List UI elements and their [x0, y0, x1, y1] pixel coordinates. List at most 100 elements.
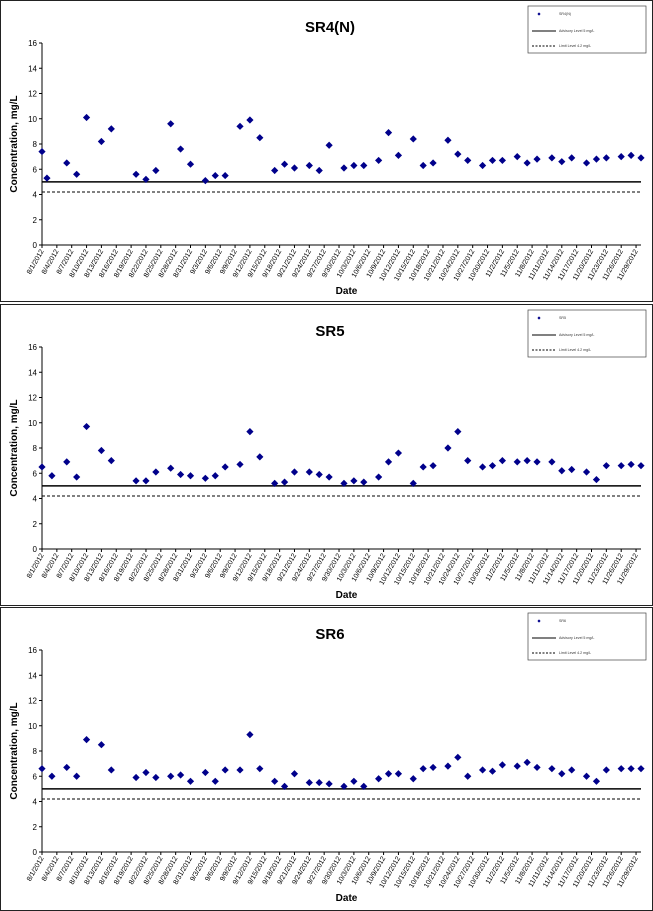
data-point [464, 156, 472, 165]
data-point [236, 122, 244, 130]
data-point [73, 473, 81, 481]
legend-label: Advisory Level 5 mg/L [559, 333, 594, 337]
data-point [429, 159, 437, 167]
data-point [350, 161, 358, 170]
data-point [256, 453, 264, 461]
data-point [592, 475, 601, 484]
data-point [107, 457, 115, 465]
data-point [444, 762, 452, 770]
data-point [271, 777, 279, 785]
data-point [498, 457, 506, 465]
y-tick-label: 4 [33, 191, 38, 200]
data-point [478, 766, 487, 774]
data-point [63, 159, 71, 167]
data-point [350, 477, 358, 485]
data-point [97, 741, 106, 749]
y-tick-label: 16 [28, 343, 37, 352]
data-point [409, 775, 417, 783]
legend-box [527, 309, 647, 358]
data-point [132, 477, 140, 485]
y-tick-label: 6 [33, 772, 38, 781]
data-point [152, 773, 160, 782]
legend: SR6 Advisory Level 5 mg/L Limit Level 4.2 … [527, 612, 647, 661]
data-point [315, 166, 323, 175]
data-point [617, 765, 625, 773]
data-point [375, 156, 383, 165]
data-point [246, 116, 254, 124]
data-point [394, 449, 403, 457]
data-point [340, 164, 348, 172]
y-axis-title: Concentration, mg/L [9, 702, 20, 799]
data-point [177, 771, 185, 779]
y-tick-label: 16 [28, 646, 37, 655]
legend-label: Limit Level 4.2 mg/L [559, 651, 591, 655]
data-point [429, 763, 437, 772]
legend-label: SR4(N) [559, 12, 571, 16]
chart-sr6: SR6 SR6 Advisory Level 5 mg/L Limit Level 4… [9, 612, 647, 904]
data-point [97, 446, 106, 455]
data-point [582, 772, 591, 780]
data-point [280, 478, 289, 486]
data-point [152, 468, 160, 476]
data-point [419, 463, 427, 471]
y-tick-label: 10 [28, 722, 37, 731]
data-point [558, 158, 566, 166]
data-point [167, 464, 175, 472]
data-point [142, 768, 150, 777]
data-point [142, 477, 150, 485]
y-tick-label: 16 [28, 39, 37, 48]
data-point [38, 463, 46, 471]
data-point [201, 768, 209, 777]
chart-title: SR6 [315, 626, 344, 643]
data-point [201, 177, 209, 185]
y-tick-label: 14 [28, 64, 37, 73]
data-point [454, 150, 462, 158]
data-point [627, 765, 635, 773]
y-tick-label: 6 [33, 165, 38, 174]
data-point [256, 765, 264, 773]
data-point [409, 135, 417, 143]
data-point [43, 174, 51, 182]
data-point [454, 753, 462, 761]
data-point [513, 762, 521, 770]
data-point [167, 772, 175, 780]
data-point [142, 175, 150, 183]
legend-label: Advisory Level 5 mg/L [559, 636, 594, 640]
legend-marker [537, 619, 541, 623]
data-point [558, 770, 566, 778]
data-point [384, 458, 393, 466]
legend-marker [537, 316, 541, 320]
data-point [592, 777, 601, 785]
data-point [63, 458, 71, 466]
data-point [236, 766, 244, 774]
data-point [97, 137, 106, 146]
data-point [582, 159, 591, 167]
y-tick-label: 2 [33, 520, 38, 529]
data-point [132, 170, 140, 178]
data-point [523, 758, 531, 766]
y-axis-title: Concentration, mg/L [9, 95, 20, 192]
data-point [548, 458, 556, 466]
data-point [394, 770, 403, 778]
data-point [637, 154, 645, 162]
y-tick-label: 10 [28, 115, 37, 124]
data-point [201, 474, 209, 482]
x-axis-title: Date [336, 590, 358, 601]
data-point [498, 761, 506, 769]
y-tick-label: 12 [28, 90, 37, 99]
data-point [637, 765, 645, 773]
data-point [211, 171, 219, 180]
y-tick-label: 0 [33, 241, 38, 250]
data-point [602, 154, 610, 162]
data-point [290, 164, 299, 172]
y-tick-label: 0 [33, 848, 38, 857]
data-point [152, 166, 160, 175]
legend-label: Limit Level 4.2 mg/L [559, 44, 591, 48]
chart-sr5: SR5 SR5 Advisory Level 5 mg/L Limit Level 4… [9, 309, 647, 601]
data-point [513, 153, 521, 161]
data-point [82, 422, 91, 431]
data-point [637, 462, 645, 470]
data-point [360, 161, 368, 170]
data-point [221, 171, 229, 180]
chart-panel-sr6: SR6 SR6 Advisory Level 5 mg/L Limit Level 4… [0, 607, 653, 911]
